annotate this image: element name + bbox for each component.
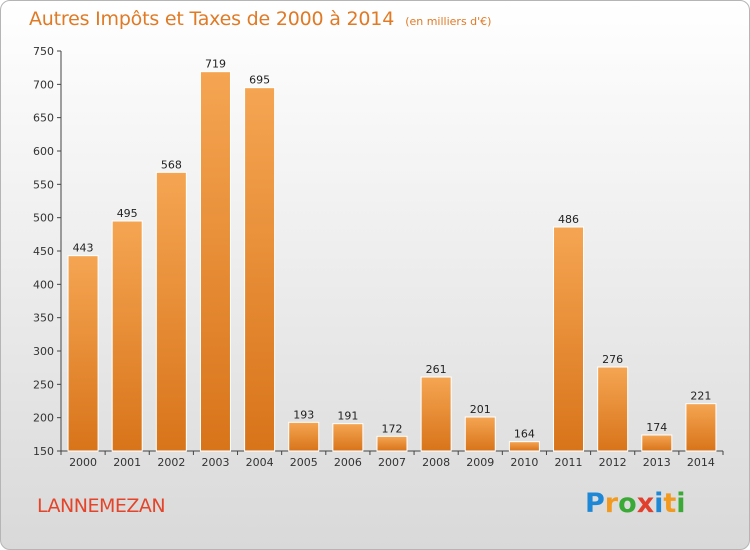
data-label: 191	[337, 410, 358, 423]
x-tick-label: 2013	[643, 456, 671, 469]
chart-title-row: Autres Impôts et Taxes de 2000 à 2014 (e…	[29, 8, 491, 30]
chart-title: Autres Impôts et Taxes de 2000 à 2014	[29, 8, 395, 30]
bar-2000	[67, 255, 99, 452]
bar-2009	[464, 416, 496, 452]
data-label: 193	[293, 408, 314, 421]
x-tick-label: 2008	[422, 456, 450, 469]
bar-2010	[508, 441, 540, 452]
data-label: 164	[514, 428, 535, 441]
x-tick-label: 2006	[334, 456, 362, 469]
city-name: LANNEMEZAN	[37, 495, 166, 517]
y-tick-label: 550	[33, 178, 54, 191]
logo-letter: P	[585, 488, 605, 519]
data-label: 719	[205, 58, 226, 71]
data-label: 695	[249, 74, 270, 87]
y-tick-label: 200	[33, 412, 54, 425]
x-tick-label: 2007	[378, 456, 406, 469]
x-tick-label: 2002	[157, 456, 185, 469]
x-axis: 2000 2001 2002 2003 2004 2005 2006 2007 2008 2009…	[60, 450, 724, 469]
logo-letter: x	[636, 488, 655, 519]
bar-2011	[553, 226, 585, 452]
y-tick-label: 400	[33, 278, 54, 291]
bars	[67, 71, 717, 452]
bar-2007	[376, 435, 408, 452]
proxiti-logo: Proxiti	[585, 488, 686, 519]
data-label: 495	[117, 207, 138, 220]
data-label: 174	[646, 421, 667, 434]
logo-letter: i	[676, 488, 686, 519]
bar-2004	[244, 87, 276, 452]
data-label: 486	[558, 213, 579, 226]
x-tick-label: 2009	[466, 456, 494, 469]
logo-letter: t	[663, 488, 677, 519]
bar-2006	[332, 423, 364, 452]
y-tick-label: 500	[33, 212, 54, 225]
x-tick-label: 2011	[555, 456, 583, 469]
x-tick-label: 2000	[69, 456, 97, 469]
logo-letter: o	[618, 488, 637, 519]
y-tick-label: 250	[33, 378, 54, 391]
bar-2001	[111, 220, 143, 452]
x-tick-label: 2014	[687, 456, 715, 469]
x-tick-label: 2010	[510, 456, 538, 469]
bar-2005	[288, 421, 320, 452]
y-tick-label: 150	[33, 445, 54, 458]
y-tick-label: 750	[33, 45, 54, 58]
x-tick-label: 2004	[246, 456, 274, 469]
y-axis: 150 200 250 300 350 400 450 500 550 600 650 700 750	[33, 45, 62, 458]
x-tick-label: 2001	[113, 456, 141, 469]
logo-letter: i	[654, 488, 664, 519]
data-label: 276	[602, 353, 623, 366]
logo-letter: r	[604, 488, 619, 519]
bar-2013	[641, 434, 673, 452]
y-tick-label: 300	[33, 345, 54, 358]
data-label: 201	[470, 403, 491, 416]
bar-2014	[685, 403, 717, 452]
x-tick-label: 2012	[599, 456, 627, 469]
x-tick-label: 2005	[290, 456, 318, 469]
data-label: 443	[73, 242, 94, 255]
x-tick-label: 2003	[201, 456, 229, 469]
y-tick-label: 600	[33, 145, 54, 158]
y-tick-label: 450	[33, 245, 54, 258]
data-label: 221	[690, 390, 711, 403]
bar-2003	[199, 71, 231, 452]
data-label: 568	[161, 158, 182, 171]
data-label: 261	[426, 363, 447, 376]
bar-2012	[597, 366, 629, 452]
chart-subtitle: (en milliers d'€)	[405, 15, 492, 28]
y-tick-label: 650	[33, 112, 54, 125]
bar-2002	[155, 171, 187, 452]
data-label: 172	[382, 422, 403, 435]
bar-2008	[420, 376, 452, 452]
data-labels: 443 495 568 719 695 193 191 172 261 201 164 486 276 1…	[73, 58, 712, 441]
y-tick-label: 350	[33, 312, 54, 325]
y-tick-label: 700	[33, 78, 54, 91]
